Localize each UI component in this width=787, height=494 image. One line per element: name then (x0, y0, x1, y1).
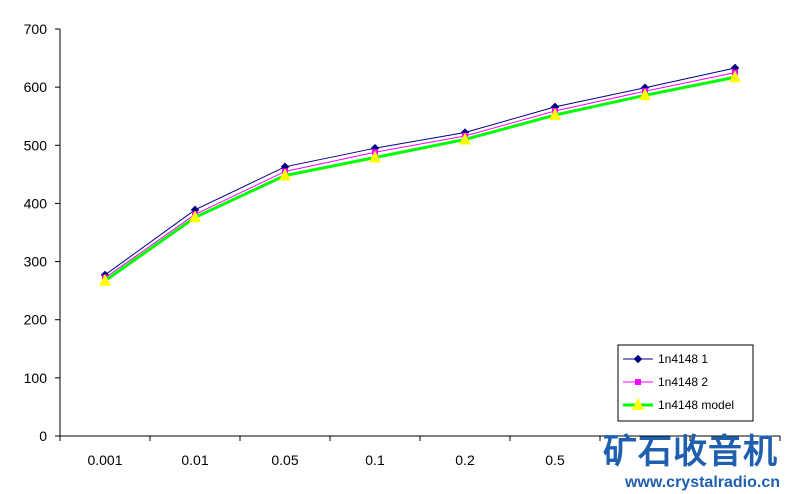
x-tick-label: 0.1 (365, 452, 385, 468)
x-tick-label: 0.5 (545, 452, 565, 468)
series-3 (99, 70, 741, 286)
legend-label: 1n4148 2 (658, 375, 708, 389)
watermark-text: 矿石收音机 (603, 432, 778, 472)
x-axis-ticks: 0.001 0.01 0.05 0.1 0.2 0.5 (59, 436, 781, 468)
x-tick-label: 0.2 (455, 452, 475, 468)
watermark: 矿石收音机 www.crystalradio.cn (603, 432, 780, 491)
series-line (104, 67, 736, 276)
triangle-marker (639, 88, 651, 101)
triangle-marker (189, 210, 201, 223)
series-line (104, 72, 736, 279)
x-tick-label: 0.001 (87, 452, 122, 468)
x-tick-label: 0.01 (181, 452, 208, 468)
y-tick-label: 300 (24, 254, 48, 270)
y-tick-label: 600 (24, 79, 48, 95)
series-line (104, 75, 736, 282)
series-group (99, 63, 741, 286)
triangle-marker (729, 70, 741, 83)
y-axis-ticks: 0 100 200 300 400 500 600 700 (24, 21, 60, 444)
series-2 (102, 69, 738, 281)
triangle-marker (459, 132, 471, 145)
diamond-marker (633, 354, 643, 364)
legend-label: 1n4148 1 (658, 352, 708, 366)
legend: 1n4148 1 1n4148 2 1n4148 model (617, 344, 754, 422)
triangle-marker (549, 108, 561, 121)
square-marker (635, 379, 641, 385)
y-tick-label: 500 (24, 137, 48, 153)
triangle-marker (369, 150, 381, 163)
legend-label: 1n4148 model (658, 398, 734, 412)
y-tick-label: 0 (39, 428, 47, 444)
y-tick-label: 200 (24, 312, 48, 328)
y-tick-label: 100 (24, 370, 48, 386)
triangle-marker (279, 168, 291, 181)
triangle-marker (632, 398, 644, 410)
triangle-marker (99, 273, 111, 286)
y-tick-label: 400 (24, 195, 48, 211)
y-tick-label: 700 (24, 21, 48, 37)
x-tick-label: 0.05 (271, 452, 298, 468)
watermark-url: www.crystalradio.cn (624, 474, 780, 491)
